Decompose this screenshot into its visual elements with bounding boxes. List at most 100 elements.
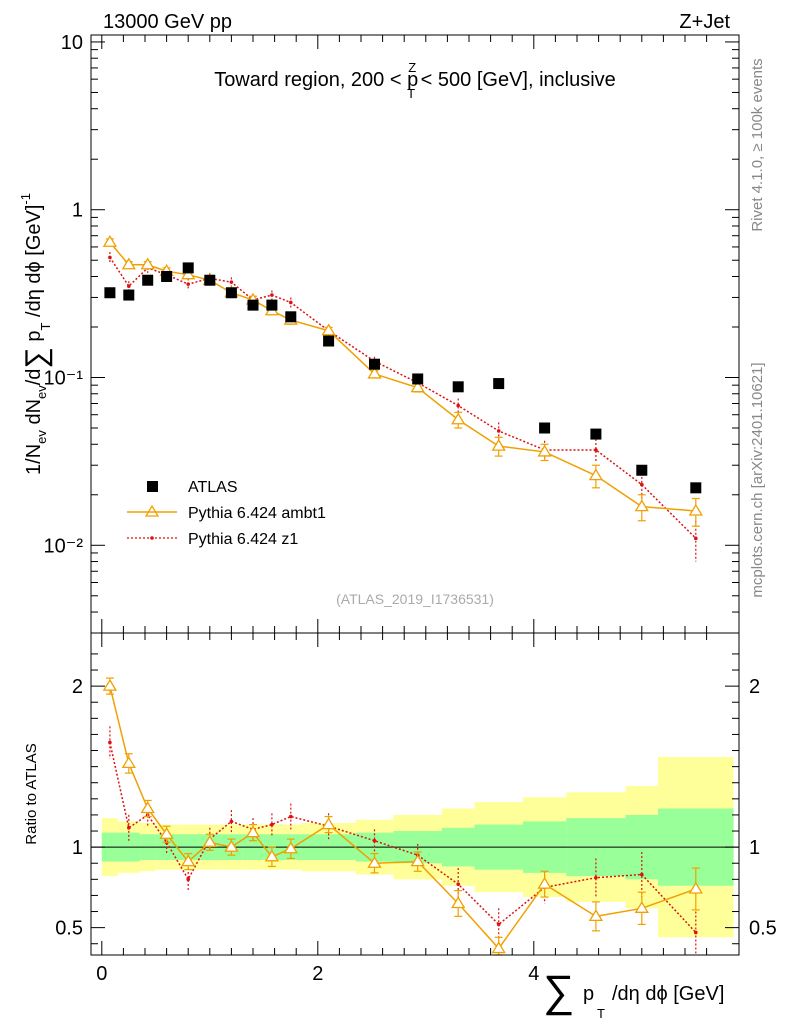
legend: ATLAS Pythia 6.424 ambt1 Pythia 6.424 z1 (127, 479, 326, 548)
y-tick-label: 10⁻¹ (44, 367, 84, 389)
ratio-y-tick-label-right: 2 (749, 676, 760, 698)
z1-point (694, 536, 698, 541)
atlas-point (182, 262, 194, 274)
main-title: Toward region, 200 < pZ T < 500 [GeV], in… (214, 60, 616, 101)
ratio-ambt1-point (410, 854, 425, 867)
atlas-point (123, 289, 135, 301)
ambt1-point (140, 257, 155, 270)
z1-point (127, 284, 131, 289)
ratio-z1-point (127, 826, 131, 830)
ambt1-point (491, 438, 506, 451)
z1-point (270, 293, 274, 297)
z1-point (456, 403, 461, 408)
ratio-ambt1-point (491, 941, 506, 954)
svg-text:1/Nev dNev/d∑ pT /dη dϕ [GeV]: 1/Nev dNev/d∑ pT /dη dϕ [GeV]-1 (18, 193, 53, 475)
ratio-z1-point (456, 882, 461, 886)
legend-label-z1: Pythia 6.424 z1 (188, 531, 298, 548)
mcplots-label: mcplots.cern.ch [arXiv:2401.10621] (749, 362, 766, 597)
ratio-z1-point (289, 814, 293, 819)
legend-entry-atlas: ATLAS (147, 479, 238, 496)
atlas-point (412, 373, 424, 385)
x-tick-label: 2 (312, 963, 323, 985)
ratio-ambt1-point (121, 756, 136, 769)
atlas-point (690, 482, 702, 494)
ambt1-point (410, 380, 425, 393)
legend-entry-z1: Pythia 6.424 z1 (127, 531, 298, 548)
ratio-z1-point (640, 872, 644, 877)
atlas-point (323, 335, 335, 347)
ambt1-point (102, 234, 118, 247)
ratio-ambt1-point (367, 855, 382, 868)
ratio-y-tick-label-left: 1 (72, 837, 83, 859)
atlas-point (452, 381, 464, 393)
x-tick-label: 4 (528, 963, 539, 985)
legend-label-ambt1: Pythia 6.424 ambt1 (188, 505, 326, 522)
legend-entry-ambt1: Pythia 6.424 ambt1 (127, 504, 326, 522)
ambt1-point (634, 499, 649, 512)
z1-line (109, 256, 697, 539)
svg-text:∑: ∑ (543, 967, 574, 1016)
x-tick-label: 0 (96, 963, 107, 985)
ratio-ambt1-point (688, 881, 703, 894)
z1-point (594, 448, 598, 452)
ratio-y-axis-label: Ratio to ATLAS (23, 743, 40, 844)
ratio-ambt1-point (264, 849, 280, 862)
atlas-point (539, 422, 551, 434)
z1-point (496, 429, 501, 433)
ratio-ambt1-point (245, 825, 261, 838)
ratio-ambt1-point (634, 901, 649, 913)
z1-point (289, 300, 293, 305)
y-tick-label: 1 (72, 200, 83, 222)
ratio-z1-point (694, 930, 698, 935)
ratio-ambt1-point (283, 841, 298, 854)
ratio-ambt1-point (159, 826, 174, 839)
ratio-z1-point (372, 838, 377, 843)
ratio-z1-point (186, 877, 190, 882)
atlas-point (369, 358, 380, 370)
legend-label-atlas: ATLAS (188, 479, 238, 496)
ratio-z1-point (496, 922, 501, 927)
z1-point (186, 282, 190, 286)
ratio-z1-point (594, 875, 598, 880)
ambt1-line (109, 241, 696, 512)
energy-label: 13000 GeV pp (103, 11, 232, 33)
atlas-point (161, 270, 173, 282)
ratio-y-tick-label-right: 0.5 (749, 918, 777, 940)
process-label: Z+Jet (679, 11, 730, 33)
atlas-point (285, 311, 297, 323)
atlas-point (247, 299, 259, 311)
y-tick-label: 10 (61, 32, 83, 54)
atlas-point (590, 428, 602, 440)
analysis-label: (ATLAS_2019_I1736531) (336, 591, 494, 607)
ratio-ambt1-point (588, 909, 604, 922)
ratio-z1-point (108, 740, 112, 745)
ambt1-point (367, 366, 382, 379)
ratio-y-tick-label-right: 1 (749, 837, 760, 859)
ratio-ambt1-point (537, 876, 552, 889)
z1-point (640, 482, 644, 487)
z1-point (108, 255, 112, 260)
ratio-ambt1-point (451, 896, 466, 909)
main-panel: 10 1 10⁻¹ 10⁻² Toward region, 200 < pZ T < 5… (18, 32, 740, 634)
ambt1-point (688, 503, 703, 516)
atlas-point (266, 299, 278, 311)
svg-text:/dη dϕ [GeV]: /dη dϕ [GeV] (612, 983, 724, 1005)
ambt1-point (181, 267, 196, 280)
atlas-point (493, 378, 505, 390)
ratio-ambt1-point (140, 801, 155, 814)
y-tick-label: 10⁻² (44, 535, 84, 557)
ratio-ticks: 0.5 0.5 1 1 2 2 0 2 4 (55, 633, 777, 985)
svg-text:T: T (597, 1006, 605, 1021)
ratio-z1-point (229, 819, 234, 824)
ambt1-point (537, 444, 552, 457)
main-y-ticks: 10 1 10⁻¹ 10⁻² (44, 32, 739, 634)
z1-point (229, 280, 234, 284)
rivet-label: Rivet 4.1.0, ≥ 100k events (749, 58, 766, 231)
ratio-ambt1-point (321, 817, 336, 830)
ratio-z1-point (270, 822, 274, 827)
atlas-point (204, 274, 216, 286)
ambt1-point (321, 323, 336, 336)
ratio-ambt1-point (181, 854, 196, 867)
ratio-ambt1-point (224, 839, 239, 852)
